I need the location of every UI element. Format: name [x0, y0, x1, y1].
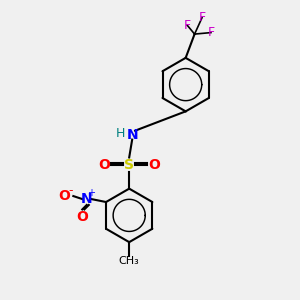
Text: -: -	[69, 184, 73, 196]
Text: F: F	[207, 26, 214, 39]
Text: O: O	[98, 158, 110, 172]
Text: H: H	[116, 127, 125, 140]
Text: F: F	[184, 19, 191, 32]
Text: O: O	[148, 158, 160, 172]
Text: F: F	[199, 11, 206, 24]
Text: O: O	[76, 210, 88, 224]
Text: S: S	[124, 158, 134, 172]
Text: N: N	[81, 192, 92, 206]
Text: O: O	[58, 189, 70, 203]
Text: N: N	[126, 128, 138, 142]
Text: +: +	[87, 188, 95, 198]
Text: CH₃: CH₃	[119, 256, 140, 266]
